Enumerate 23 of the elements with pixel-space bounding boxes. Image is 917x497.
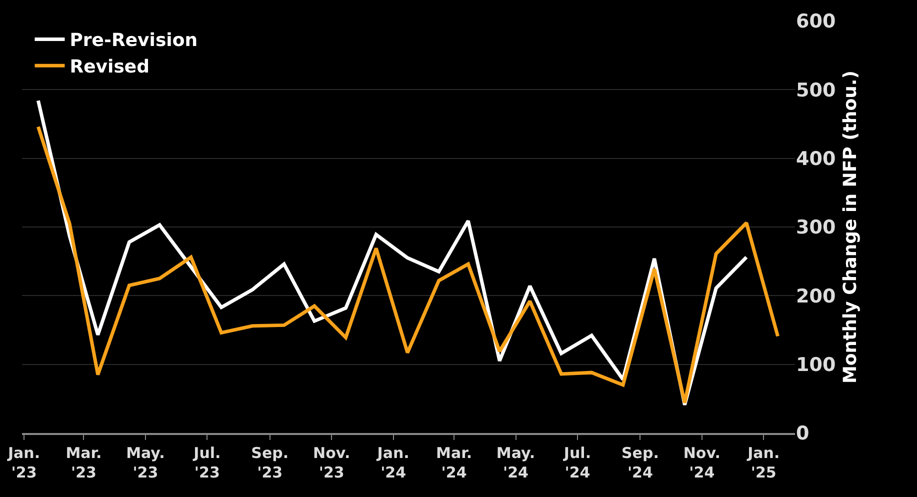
y-tick-label: 0 [796,422,810,445]
x-tick-label: Nov. '23 [313,444,350,482]
x-tick-label: Jan. '25 [746,444,780,482]
x-tick-label: Mar. '24 [436,444,472,482]
x-tick-label: Jul. '24 [562,444,592,482]
x-tick-label: Jan. '23 [6,444,40,482]
x-tick-label: Nov. '24 [683,444,720,482]
y-axis-title: Monthly Change in NFP (thou.) [840,70,861,384]
y-tick-label: 400 [796,148,836,170]
legend-label: Pre-Revision [70,30,198,52]
y-tick-label: 500 [796,79,836,102]
y-tick-label: 600 [796,10,836,33]
x-tick-label: May. '23 [126,444,165,482]
x-tick-label: Jan. '24 [376,444,410,482]
x-tick-label: May. '24 [496,444,536,482]
x-tick-label: Sep. '23 [251,444,289,482]
x-tick-label: Jul. '23 [192,444,221,482]
x-tick-label: Sep. '24 [621,444,659,482]
y-tick-label: 300 [796,216,836,239]
y-tick-label: 100 [796,354,836,376]
x-tick-label: Mar. '23 [66,444,102,482]
legend-label: Revised [70,56,150,78]
y-tick-label: 200 [796,285,836,308]
